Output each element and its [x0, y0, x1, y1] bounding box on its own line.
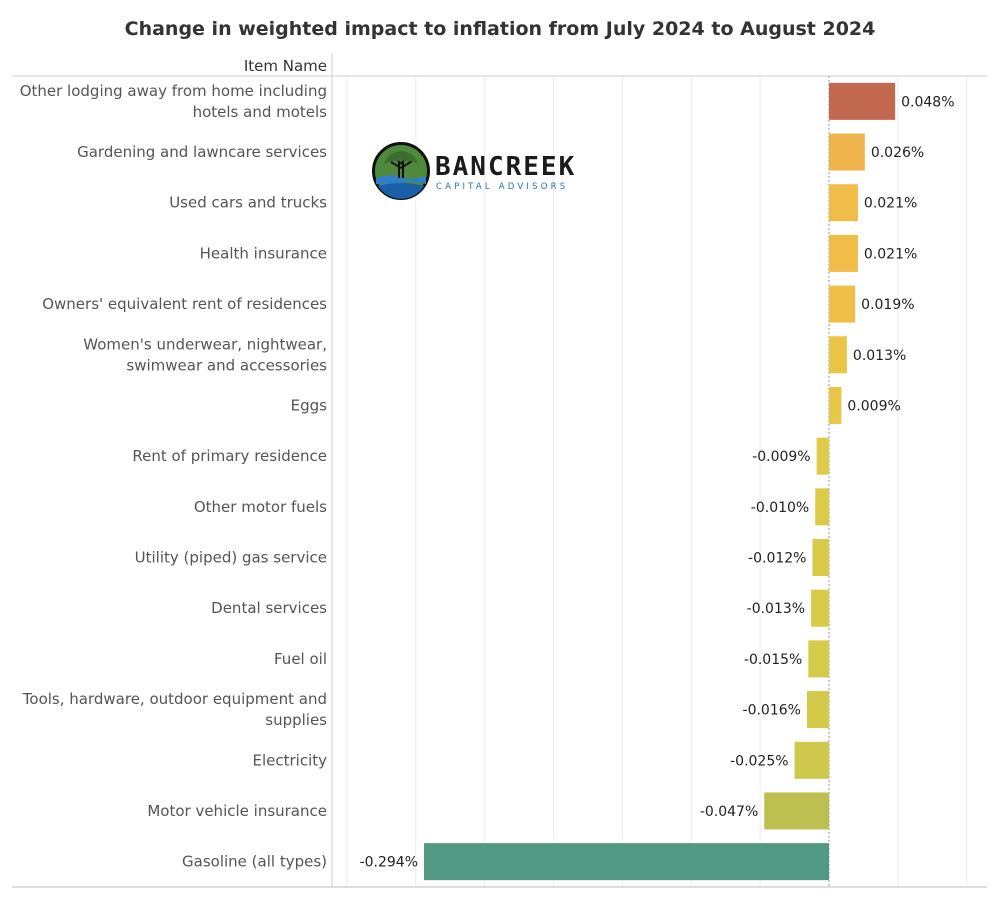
category-label-line: Owners' equivalent rent of residences — [42, 295, 327, 313]
logo-wordmark: BANCREEK — [435, 152, 576, 182]
category-label: Gasoline (all types) — [182, 853, 327, 871]
tree-emblem-icon — [372, 142, 430, 200]
bar — [829, 234, 858, 272]
category-label-line: Electricity — [252, 751, 327, 769]
bar — [829, 336, 847, 374]
category-label: Owners' equivalent rent of residences — [42, 295, 327, 313]
value-label: -0.047% — [700, 804, 758, 820]
bar — [829, 285, 856, 323]
value-label: -0.010% — [751, 500, 809, 516]
value-label: -0.015% — [744, 652, 802, 668]
category-label-line: Motor vehicle insurance — [147, 802, 327, 820]
value-label: -0.009% — [752, 449, 810, 465]
category-label: Women's underwear, nightwear, swimwear an… — [83, 335, 327, 374]
value-label: 0.021% — [864, 196, 917, 212]
bancreek-logo: BANCREEK CAPITAL ADVISORS — [372, 142, 576, 200]
bar — [811, 589, 829, 627]
category-label-line: Rent of primary residence — [132, 447, 327, 465]
category-label: Used cars and trucks — [169, 194, 327, 212]
bar — [829, 184, 858, 222]
category-label: Tools, hardware, outdoor equipment and su… — [22, 690, 327, 729]
category-label-line: supplies — [265, 711, 327, 729]
category-label: Rent of primary residence — [132, 447, 327, 465]
category-label: Other lodging away from home including ho… — [20, 82, 327, 121]
value-label: -0.016% — [743, 703, 801, 719]
category-label-line: Utility (piped) gas service — [135, 549, 327, 567]
category-label: Gardening and lawncare services — [77, 143, 327, 161]
chart-title: Change in weighted impact to inflation f… — [124, 18, 876, 40]
bar — [812, 539, 829, 577]
category-label-line: Other motor fuels — [194, 498, 327, 516]
category-label-line: Other lodging away from home including — [20, 82, 327, 100]
value-label: -0.025% — [730, 753, 788, 769]
logo-tagline: CAPITAL ADVISORS — [436, 182, 568, 192]
category-label: Dental services — [211, 599, 327, 617]
category-label: Electricity — [252, 751, 327, 769]
bar — [794, 741, 829, 779]
category-label: Eggs — [291, 396, 328, 414]
category-label: Utility (piped) gas service — [135, 549, 327, 567]
bar — [829, 82, 896, 120]
category-label-line: Women's underwear, nightwear, — [83, 335, 327, 353]
category-labels: Other lodging away from home including ho… — [20, 82, 327, 871]
bar — [816, 437, 829, 475]
value-label: -0.012% — [748, 551, 806, 567]
row-header: Item Name — [244, 57, 327, 75]
gridlines — [346, 76, 968, 887]
category-label-line: Gasoline (all types) — [182, 853, 327, 871]
category-label-line: Eggs — [291, 396, 328, 414]
category-label-line: Gardening and lawncare services — [77, 143, 327, 161]
category-label-line: Used cars and trucks — [169, 194, 327, 212]
value-label: 0.019% — [861, 297, 914, 313]
bar — [806, 691, 829, 729]
value-labels: 0.048% 0.026% 0.021% 0.021% 0.019% 0.013% 0.00… — [360, 94, 955, 870]
category-label: Fuel oil — [274, 650, 327, 668]
value-label: 0.013% — [853, 348, 906, 364]
category-label-line: hotels and motels — [193, 103, 328, 121]
bar — [424, 843, 829, 881]
value-label: 0.026% — [871, 145, 924, 161]
bar — [815, 488, 829, 526]
category-label-line: Fuel oil — [274, 650, 327, 668]
category-label-line: swimwear and accessories — [126, 356, 327, 374]
bar — [808, 640, 829, 678]
category-label: Other motor fuels — [194, 498, 327, 516]
value-label: 0.009% — [847, 398, 900, 414]
value-label: -0.013% — [747, 601, 805, 617]
chart-frame — [12, 53, 987, 888]
value-label: -0.294% — [360, 855, 418, 871]
bar — [829, 133, 865, 171]
category-label-line: Dental services — [211, 599, 327, 617]
bar — [764, 792, 829, 830]
category-label: Health insurance — [200, 244, 327, 262]
bars — [424, 82, 896, 881]
value-label: 0.048% — [901, 94, 954, 110]
category-label: Motor vehicle insurance — [147, 802, 327, 820]
value-label: 0.021% — [864, 246, 917, 262]
category-label-line: Health insurance — [200, 244, 327, 262]
bar — [829, 386, 842, 424]
category-label-line: Tools, hardware, outdoor equipment and — [22, 690, 327, 708]
